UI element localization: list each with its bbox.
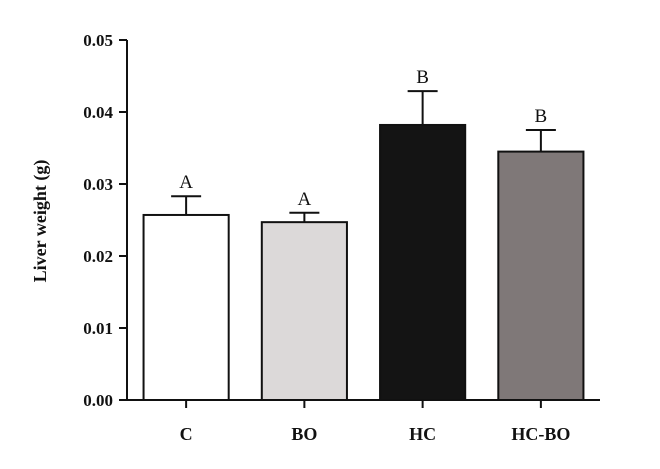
- y-tick-label: 0.02: [83, 247, 113, 266]
- significance-label: A: [179, 172, 193, 193]
- y-tick-label: 0.05: [83, 31, 113, 50]
- y-axis: 0.00 0.01 0.02 0.03 0.04 0.05: [83, 31, 128, 410]
- significance-label: B: [535, 106, 548, 127]
- bar-hc-bo: [497, 150, 585, 401]
- bar-bo: [260, 221, 348, 401]
- y-tick-label: 0.00: [83, 391, 113, 410]
- significance-label: B: [416, 67, 429, 88]
- x-tick-label: HC-BO: [511, 424, 570, 444]
- x-tick-label: C: [180, 424, 193, 444]
- y-tick-label: 0.03: [83, 175, 113, 194]
- x-tick-label: BO: [291, 424, 317, 444]
- y-tick-label: 0.04: [83, 103, 113, 122]
- y-tick-label: 0.01: [83, 319, 113, 338]
- bar-hc: [379, 123, 467, 402]
- bars-group: A A B B: [142, 67, 585, 402]
- x-tick-label: HC: [409, 424, 436, 444]
- x-axis: C BO HC HC-BO: [127, 399, 600, 444]
- y-axis-title: Liver weight (g): [30, 160, 51, 283]
- bar-c: [142, 213, 230, 401]
- significance-label: A: [298, 189, 312, 210]
